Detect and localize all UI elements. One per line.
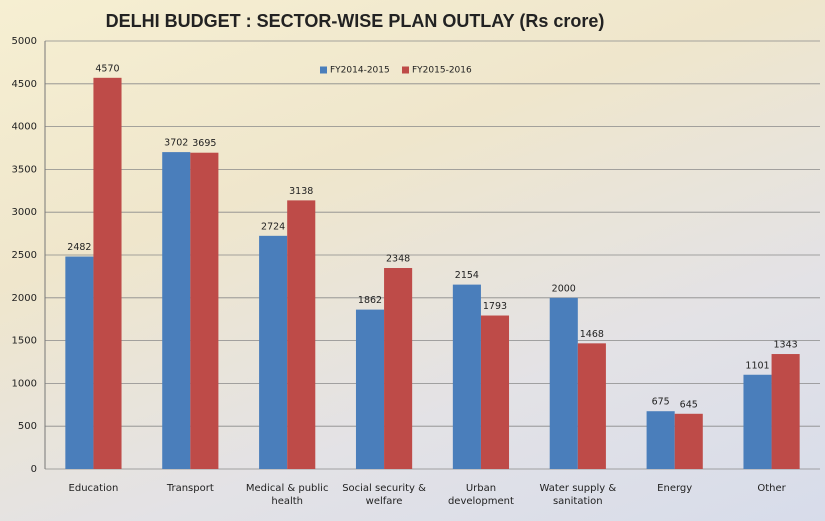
legend-swatch (320, 66, 327, 74)
x-tick-label: Transport (166, 483, 214, 494)
value-label: 645 (680, 399, 698, 410)
bar (674, 413, 703, 469)
value-label: 1862 (358, 295, 382, 306)
legend-label: FY2015-2016 (412, 66, 472, 76)
bar (162, 152, 191, 469)
bar (549, 297, 578, 469)
value-label: 2154 (455, 270, 479, 281)
y-tick-label: 3000 (12, 207, 37, 218)
bar (65, 256, 94, 469)
bar (771, 354, 800, 469)
value-label: 2348 (386, 254, 410, 265)
bar (355, 309, 385, 469)
x-tick-label: Urban development (447, 483, 514, 507)
value-label: 2482 (67, 242, 91, 253)
value-label: 3702 (164, 138, 188, 149)
legend-swatch (402, 66, 409, 74)
bar (259, 235, 288, 469)
x-tick-label: Medical & public health (245, 483, 329, 507)
bar (287, 200, 316, 469)
value-label: 3138 (289, 186, 313, 197)
y-tick-label: 3500 (12, 164, 37, 175)
value-label: 2724 (261, 221, 285, 232)
bar (93, 77, 122, 470)
value-label: 675 (652, 397, 670, 408)
y-tick-label: 4500 (12, 79, 37, 90)
legend-label: FY2014-2015 (330, 66, 390, 76)
bar (743, 374, 772, 469)
y-tick-label: 5000 (12, 36, 37, 47)
value-label: 4570 (95, 63, 119, 74)
x-tick-label: Education (68, 483, 119, 494)
x-tick-label: Social security & welfare (342, 483, 426, 507)
bar (577, 343, 606, 469)
value-label: 1343 (774, 340, 798, 351)
y-tick-label: 500 (18, 421, 37, 432)
x-tick-label: Energy (657, 483, 693, 494)
chart-title: DELHI BUDGET : SECTOR-WISE PLAN OUTLAY (… (106, 11, 605, 31)
x-tick-label: Water supply & sanitation (539, 483, 617, 507)
y-tick-label: 1000 (12, 378, 37, 389)
bar (452, 284, 481, 469)
bar (480, 315, 510, 469)
y-tick-label: 1500 (12, 336, 37, 347)
x-tick-label: Other (757, 483, 786, 494)
value-label: 1468 (580, 329, 604, 340)
y-tick-label: 0 (31, 464, 37, 475)
bar (190, 152, 219, 469)
y-tick-label: 2000 (12, 293, 37, 304)
value-label: 1793 (483, 301, 507, 312)
value-label: 3695 (192, 138, 216, 149)
bar (646, 411, 675, 469)
y-tick-label: 4000 (12, 122, 37, 133)
value-label: 2000 (552, 283, 576, 294)
y-tick-label: 2500 (12, 250, 37, 261)
value-label: 1101 (745, 360, 769, 371)
bar (384, 268, 413, 469)
